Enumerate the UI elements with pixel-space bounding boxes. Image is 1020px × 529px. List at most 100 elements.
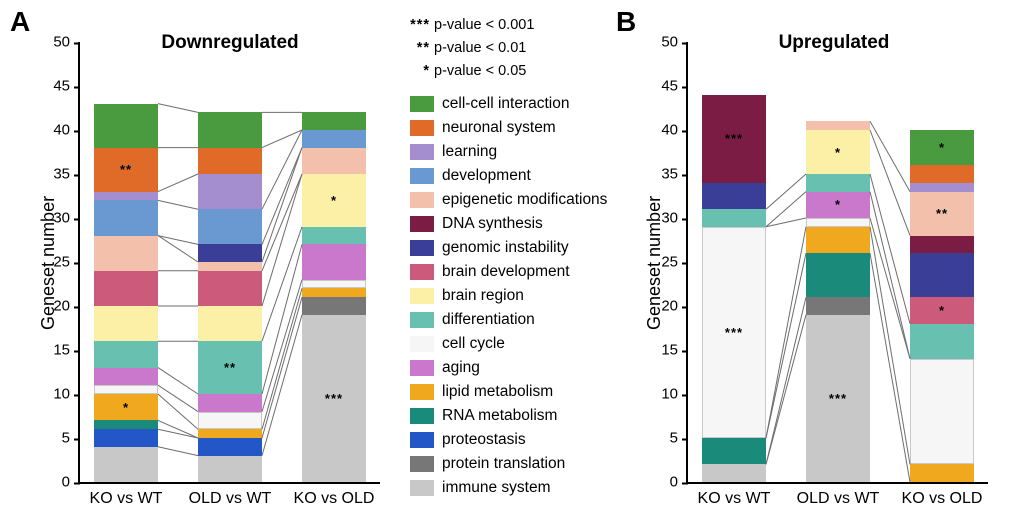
ytick: 20 [53, 298, 80, 315]
ytick: 0 [670, 474, 688, 491]
stack-segment: * [806, 129, 870, 174]
stack-segment [198, 147, 262, 174]
stack-segment: *** [302, 314, 366, 482]
legend-label: cell cycle [442, 332, 505, 356]
stack-segment [198, 437, 262, 456]
ytick: 35 [53, 166, 80, 183]
stack-segment [806, 226, 870, 253]
sig-mark: ** [120, 162, 132, 177]
stack-segment [94, 419, 158, 429]
xlabel: KO vs WT [90, 490, 163, 508]
stack-segment [198, 428, 262, 438]
legend-item: aging [410, 356, 640, 380]
stack-segment: *** [702, 94, 766, 183]
legend-swatch [410, 408, 434, 424]
legend-label: genomic instability [442, 236, 569, 260]
significance-row: * p-value < 0.05 [400, 60, 600, 83]
legend-label: learning [442, 140, 497, 164]
legend-item: learning [410, 140, 640, 164]
stack-segment [198, 208, 262, 244]
legend-label: DNA synthesis [442, 212, 543, 236]
legend-item: development [410, 164, 640, 188]
sig-mark: * [835, 145, 841, 160]
stack-segment: ** [910, 191, 974, 236]
ytick: 30 [661, 210, 688, 227]
sig-mark: * [939, 303, 945, 318]
stack-segment [198, 270, 262, 306]
legend-label: RNA metabolism [442, 404, 557, 428]
stack-segment [198, 305, 262, 341]
stack-segment [94, 103, 158, 148]
legend-item: epigenetic modifications [410, 188, 640, 212]
ytick: 25 [661, 254, 688, 271]
stack-segment [94, 446, 158, 482]
sig-mark: * [331, 193, 337, 208]
stack-segment [198, 393, 262, 412]
stack-segment: * [94, 393, 158, 420]
stack-segment [302, 296, 366, 315]
ytick: 25 [53, 254, 80, 271]
stack-segment [94, 428, 158, 447]
legend-item: differentiation [410, 308, 640, 332]
legend-item: cell-cell interaction [410, 92, 640, 116]
panel-a-letter: A [10, 6, 30, 38]
sig-mark: *** [325, 391, 343, 406]
legend-label: cell-cell interaction [442, 92, 570, 116]
stack-segment: *** [702, 226, 766, 438]
stack-segment [198, 173, 262, 209]
legend-swatch [410, 168, 434, 184]
stack-segment [198, 111, 262, 147]
legend-swatch [410, 192, 434, 208]
stack-segment: ** [94, 147, 158, 192]
legend-swatch [410, 336, 434, 352]
legend-item: lipid metabolism [410, 380, 640, 404]
legend-label: brain development [442, 260, 570, 284]
legend-item: neuronal system [410, 116, 640, 140]
legend-label: development [442, 164, 531, 188]
stack-segment [806, 296, 870, 315]
bar-column: KO vs OLD**** [910, 130, 974, 482]
xlabel: KO vs OLD [294, 490, 375, 508]
legend-swatch [410, 432, 434, 448]
stack-segment [94, 340, 158, 367]
xlabel: OLD vs WT [797, 490, 880, 508]
stack-segment [198, 261, 262, 271]
sig-mark: ** [224, 360, 236, 375]
panel-b-chart: 05101520253035404550KO vs WT******OLD vs… [686, 42, 988, 484]
legend-swatch [410, 480, 434, 496]
ytick: 10 [53, 386, 80, 403]
ytick: 15 [661, 342, 688, 359]
sig-mark: *** [829, 391, 847, 406]
xlabel: OLD vs WT [189, 490, 272, 508]
legend-item: immune system [410, 476, 640, 500]
stack-segment [910, 463, 974, 482]
legend-item: protein translation [410, 452, 640, 476]
legend-label: aging [442, 356, 480, 380]
stack-segment [806, 173, 870, 192]
stack-segment [302, 147, 366, 174]
stack-segment [302, 279, 366, 289]
legend-item: genomic instability [410, 236, 640, 260]
ytick: 40 [53, 122, 80, 139]
stack-segment: * [910, 296, 974, 323]
legend-item: cell cycle [410, 332, 640, 356]
stack-segment [910, 323, 974, 359]
stack-segment [302, 111, 366, 130]
xlabel: KO vs WT [698, 490, 771, 508]
legend-label: brain region [442, 284, 524, 308]
stack-segment [702, 437, 766, 464]
stack-segment: * [806, 191, 870, 218]
stack-segment [910, 252, 974, 297]
legend-item: RNA metabolism [410, 404, 640, 428]
stack-segment [806, 120, 870, 130]
stack-segment [702, 208, 766, 227]
legend-label: protein translation [442, 452, 565, 476]
panel-b: B Upregulated Geneset number 05101520253… [616, 0, 1020, 529]
sig-mark: *** [725, 131, 743, 146]
stack-segment [94, 191, 158, 201]
ytick: 0 [62, 474, 80, 491]
stack-segment: * [302, 173, 366, 227]
stack-segment [94, 235, 158, 271]
stack-segment [806, 252, 870, 297]
xlabel: KO vs OLD [902, 490, 983, 508]
